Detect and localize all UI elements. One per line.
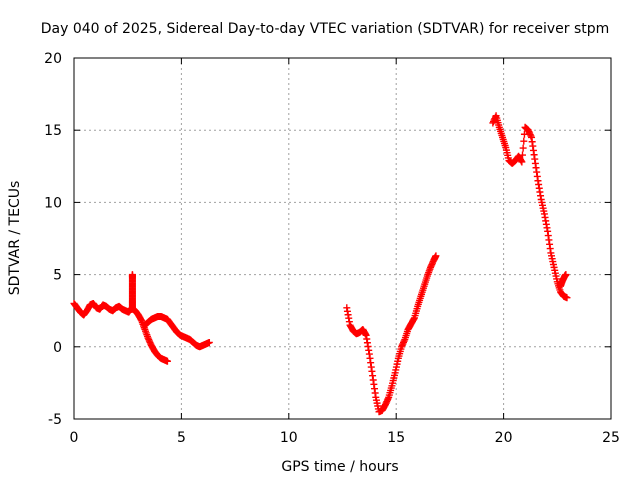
data-point bbox=[519, 151, 527, 159]
x-tick-label: 10 bbox=[280, 430, 298, 446]
axis-ticks: 0 5 10 15 20 25 -5 0 5 10 15 20 bbox=[44, 51, 620, 446]
data-point bbox=[518, 158, 526, 166]
y-tick-label: 20 bbox=[44, 51, 62, 67]
data-series-stpm bbox=[70, 112, 571, 416]
y-axis-label: SDTVAR / TECUs bbox=[7, 181, 23, 296]
x-tick-label: 5 bbox=[177, 430, 186, 446]
y-tick-label: 0 bbox=[53, 340, 62, 356]
data-point bbox=[562, 271, 570, 279]
grid bbox=[74, 58, 611, 419]
data-point bbox=[432, 252, 440, 260]
x-axis-label: GPS time / hours bbox=[281, 459, 398, 475]
x-tick-label: 15 bbox=[387, 430, 405, 446]
data-point bbox=[563, 294, 571, 302]
chart-title: Day 040 of 2025, Sidereal Day-to-day VTE… bbox=[41, 21, 610, 37]
y-tick-label: 5 bbox=[53, 268, 62, 284]
plot-frame bbox=[73, 57, 612, 420]
y-tick-label: 10 bbox=[44, 195, 62, 211]
data-point bbox=[519, 144, 527, 152]
x-tick-label: 25 bbox=[602, 430, 620, 446]
data-point bbox=[205, 338, 213, 346]
y-tick-label: 15 bbox=[44, 123, 62, 139]
data-point bbox=[163, 357, 171, 365]
y-tick-label: -5 bbox=[48, 412, 62, 428]
data-point bbox=[520, 137, 528, 145]
x-tick-label: 0 bbox=[70, 430, 79, 446]
x-tick-label: 20 bbox=[495, 430, 513, 446]
data-point bbox=[128, 271, 136, 279]
